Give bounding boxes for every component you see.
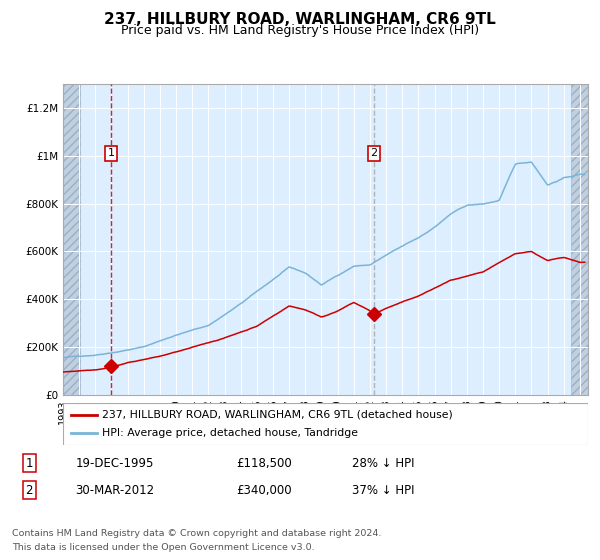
Text: £118,500: £118,500 xyxy=(236,457,292,470)
Text: 2: 2 xyxy=(370,148,377,158)
Text: Contains HM Land Registry data © Crown copyright and database right 2024.: Contains HM Land Registry data © Crown c… xyxy=(12,529,382,538)
Text: 237, HILLBURY ROAD, WARLINGHAM, CR6 9TL (detached house): 237, HILLBURY ROAD, WARLINGHAM, CR6 9TL … xyxy=(103,410,453,420)
Text: This data is licensed under the Open Government Licence v3.0.: This data is licensed under the Open Gov… xyxy=(12,543,314,552)
Text: 37% ↓ HPI: 37% ↓ HPI xyxy=(352,484,415,497)
Bar xyxy=(63,84,80,395)
Text: 1: 1 xyxy=(26,457,33,470)
Text: 19-DEC-1995: 19-DEC-1995 xyxy=(76,457,154,470)
Text: 28% ↓ HPI: 28% ↓ HPI xyxy=(352,457,415,470)
Text: HPI: Average price, detached house, Tandridge: HPI: Average price, detached house, Tand… xyxy=(103,428,358,438)
Text: 237, HILLBURY ROAD, WARLINGHAM, CR6 9TL: 237, HILLBURY ROAD, WARLINGHAM, CR6 9TL xyxy=(104,12,496,27)
Text: 30-MAR-2012: 30-MAR-2012 xyxy=(76,484,154,497)
Text: Price paid vs. HM Land Registry's House Price Index (HPI): Price paid vs. HM Land Registry's House … xyxy=(121,24,479,36)
Text: 2: 2 xyxy=(26,484,33,497)
Bar xyxy=(571,84,588,395)
Text: 1: 1 xyxy=(107,148,115,158)
Text: £340,000: £340,000 xyxy=(236,484,292,497)
